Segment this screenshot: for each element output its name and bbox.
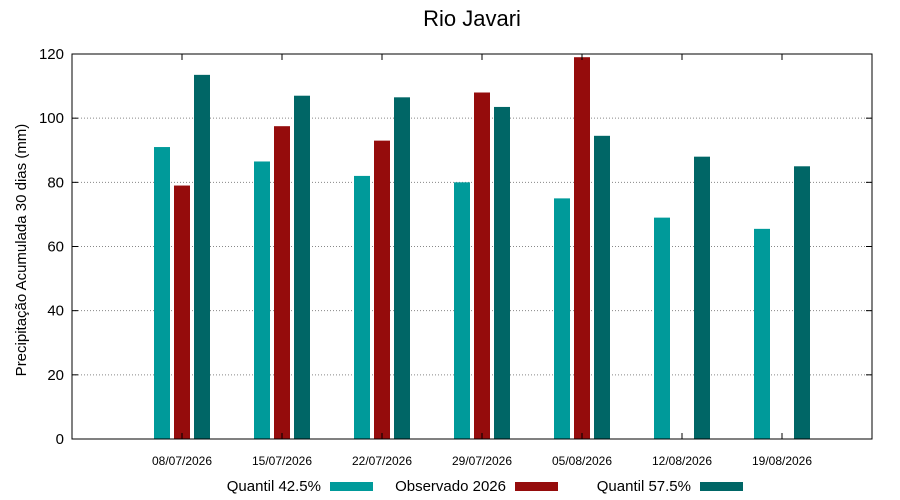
bar-2-4 bbox=[594, 135, 610, 439]
bar-0-0 bbox=[154, 147, 170, 439]
bar-0-2 bbox=[354, 175, 370, 439]
bar-2-2 bbox=[394, 97, 410, 439]
y-tick-label: 0 bbox=[56, 431, 64, 448]
legend-swatch bbox=[700, 482, 743, 491]
x-tick-label: 29/07/2026 bbox=[452, 454, 512, 468]
y-tick-label: 80 bbox=[47, 174, 64, 191]
chart-title: Rio Javari bbox=[423, 6, 521, 31]
legend-label: Observado 2026 bbox=[395, 478, 506, 495]
x-tick-label: 15/07/2026 bbox=[252, 454, 312, 468]
legend-label: Quantil 57.5% bbox=[597, 478, 691, 495]
x-tick-label: 08/07/2026 bbox=[152, 454, 212, 468]
x-tick-label: 05/08/2026 bbox=[552, 454, 612, 468]
bar-0-6 bbox=[754, 228, 770, 439]
bar-1-1 bbox=[274, 126, 290, 439]
bar-2-1 bbox=[294, 95, 310, 439]
bars-layer bbox=[154, 57, 810, 440]
bar-1-0 bbox=[174, 185, 190, 439]
legend-swatch bbox=[330, 482, 373, 491]
bar-0-5 bbox=[654, 217, 670, 439]
bar-2-0 bbox=[194, 74, 210, 440]
bar-0-1 bbox=[254, 161, 270, 439]
y-tick-label: 100 bbox=[39, 110, 64, 127]
bar-2-6 bbox=[794, 166, 810, 439]
legend-label: Quantil 42.5% bbox=[227, 478, 321, 495]
bar-1-2 bbox=[374, 140, 390, 439]
x-axis-ticks: 08/07/2026 15/07/2026 22/07/2026 29/07/2026… bbox=[152, 54, 812, 468]
bar-2-5 bbox=[694, 156, 710, 439]
y-tick-label: 20 bbox=[47, 367, 64, 384]
legend: Quantil 42.5% Observado 2026 Quantil 57.5% bbox=[227, 478, 743, 495]
grid-layer bbox=[72, 117, 872, 376]
y-axis-ticks: 0 20 40 60 80 100 120 bbox=[39, 46, 872, 448]
legend-swatch bbox=[515, 482, 558, 491]
bar-1-4 bbox=[574, 57, 590, 439]
x-tick-label: 12/08/2026 bbox=[652, 454, 712, 468]
x-tick-label: 19/08/2026 bbox=[752, 454, 812, 468]
x-tick-label: 22/07/2026 bbox=[352, 454, 412, 468]
bar-0-3 bbox=[454, 182, 470, 440]
y-axis-label: Precipitação Acumulada 30 dias (mm) bbox=[13, 124, 30, 377]
y-tick-label: 120 bbox=[39, 46, 64, 63]
bar-2-3 bbox=[494, 106, 510, 439]
y-tick-label: 60 bbox=[47, 239, 64, 256]
y-tick-label: 40 bbox=[47, 303, 64, 320]
bar-0-4 bbox=[554, 198, 570, 439]
bar-1-3 bbox=[474, 92, 490, 439]
